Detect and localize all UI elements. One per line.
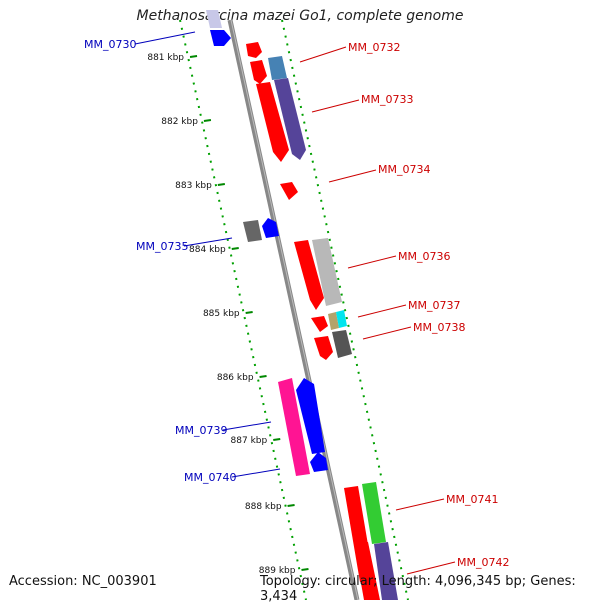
tick-mark: [217, 183, 225, 186]
gene-label-mm-0740[interactable]: MM_0740: [184, 471, 236, 484]
tick-label: 884 kbp: [189, 245, 226, 255]
tick-label: 889 kbp: [259, 566, 296, 576]
gene-label-mm-0732[interactable]: MM_0732: [348, 41, 400, 54]
tick-track: [179, 19, 307, 600]
cds-forward-gray: [312, 238, 342, 306]
label-leader-line: [183, 237, 233, 247]
cds-forward-purple: [274, 78, 306, 160]
label-leader-line: [134, 31, 196, 45]
gene-label-mm-0733[interactable]: MM_0733: [361, 93, 413, 106]
cds-forward[interactable]: [294, 240, 324, 310]
gene-label-mm-0741[interactable]: MM_0741: [446, 493, 498, 506]
tick-mark: [203, 119, 212, 122]
cds-forward[interactable]: [256, 82, 289, 162]
cds-forward[interactable]: [250, 60, 267, 84]
tick-mark: [259, 375, 267, 378]
label-leader-line: [347, 255, 397, 269]
cds-forward-blue: [268, 56, 287, 80]
cds-forward-gray: [332, 330, 352, 358]
tick-label: 883 kbp: [175, 181, 212, 191]
tick-mark: [245, 311, 253, 314]
label-leader-line: [357, 304, 407, 318]
tick-label: 881 kbp: [147, 53, 184, 63]
gene-label-mm-0730[interactable]: MM_0730: [84, 38, 136, 51]
cds-forward[interactable]: [311, 316, 328, 332]
cds-forward-cyan: [336, 310, 347, 328]
cds-forward-tan: [328, 312, 339, 330]
accession-text: Accession: NC_003901: [9, 574, 157, 589]
gene-label-mm-0742[interactable]: MM_0742: [457, 556, 509, 569]
cds-forward[interactable]: [314, 336, 333, 360]
gene-label-mm-0738[interactable]: MM_0738: [413, 321, 465, 334]
tick-mark: [189, 55, 198, 58]
label-leader-line: [328, 169, 377, 183]
label-leader-line: [231, 468, 281, 478]
tick-mark: [287, 504, 295, 507]
label-leader-line: [222, 421, 272, 431]
cds-reverse[interactable]: [310, 452, 328, 472]
tick-label: 882 kbp: [161, 117, 198, 127]
gene-label-mm-0737[interactable]: MM_0737: [408, 299, 460, 312]
tick-mark: [301, 568, 309, 571]
gene-label-mm-0735[interactable]: MM_0735: [136, 240, 188, 253]
feature-track-right: [281, 19, 409, 600]
gene-features: [206, 10, 398, 600]
tick-label: 887 kbp: [231, 436, 268, 446]
gene-label-mm-0734[interactable]: MM_0734: [378, 163, 430, 176]
tick-mark: [231, 247, 239, 250]
tick-marks: 881 kbp 882 kbp 883 kbp 884 kbp 885 kbp 886 k…: [147, 53, 309, 576]
gene-label-mm-0736[interactable]: MM_0736: [398, 250, 450, 263]
cds-forward[interactable]: [280, 182, 298, 200]
gene-labels: MM_0730 MM_0732 MM_0733 MM_0734 MM_0735 MM_07…: [84, 31, 509, 575]
tick-label: 888 kbp: [245, 502, 282, 512]
label-leader-line: [395, 498, 445, 511]
cds-reverse[interactable]: [296, 378, 325, 454]
label-leader-line: [311, 99, 360, 113]
genome-backbone: [227, 19, 360, 600]
tick-mark: [273, 438, 281, 441]
cds-reverse-pink: [278, 378, 310, 476]
label-leader-line: [406, 561, 456, 575]
cds-reverse-top: [206, 10, 222, 28]
cds-forward[interactable]: [354, 542, 380, 600]
tick-label: 885 kbp: [203, 309, 240, 319]
label-leader-line: [299, 46, 347, 63]
cds-forward-green: [362, 482, 386, 544]
label-leader-line: [362, 326, 412, 340]
gene-label-mm-0739[interactable]: MM_0739: [175, 424, 227, 437]
cds-reverse[interactable]: [262, 218, 279, 238]
cds-reverse-gray: [243, 220, 262, 242]
tick-label: 886 kbp: [217, 373, 254, 383]
cds-reverse[interactable]: [210, 30, 231, 46]
cds-forward-purple: [374, 542, 398, 600]
cds-forward[interactable]: [246, 42, 262, 58]
